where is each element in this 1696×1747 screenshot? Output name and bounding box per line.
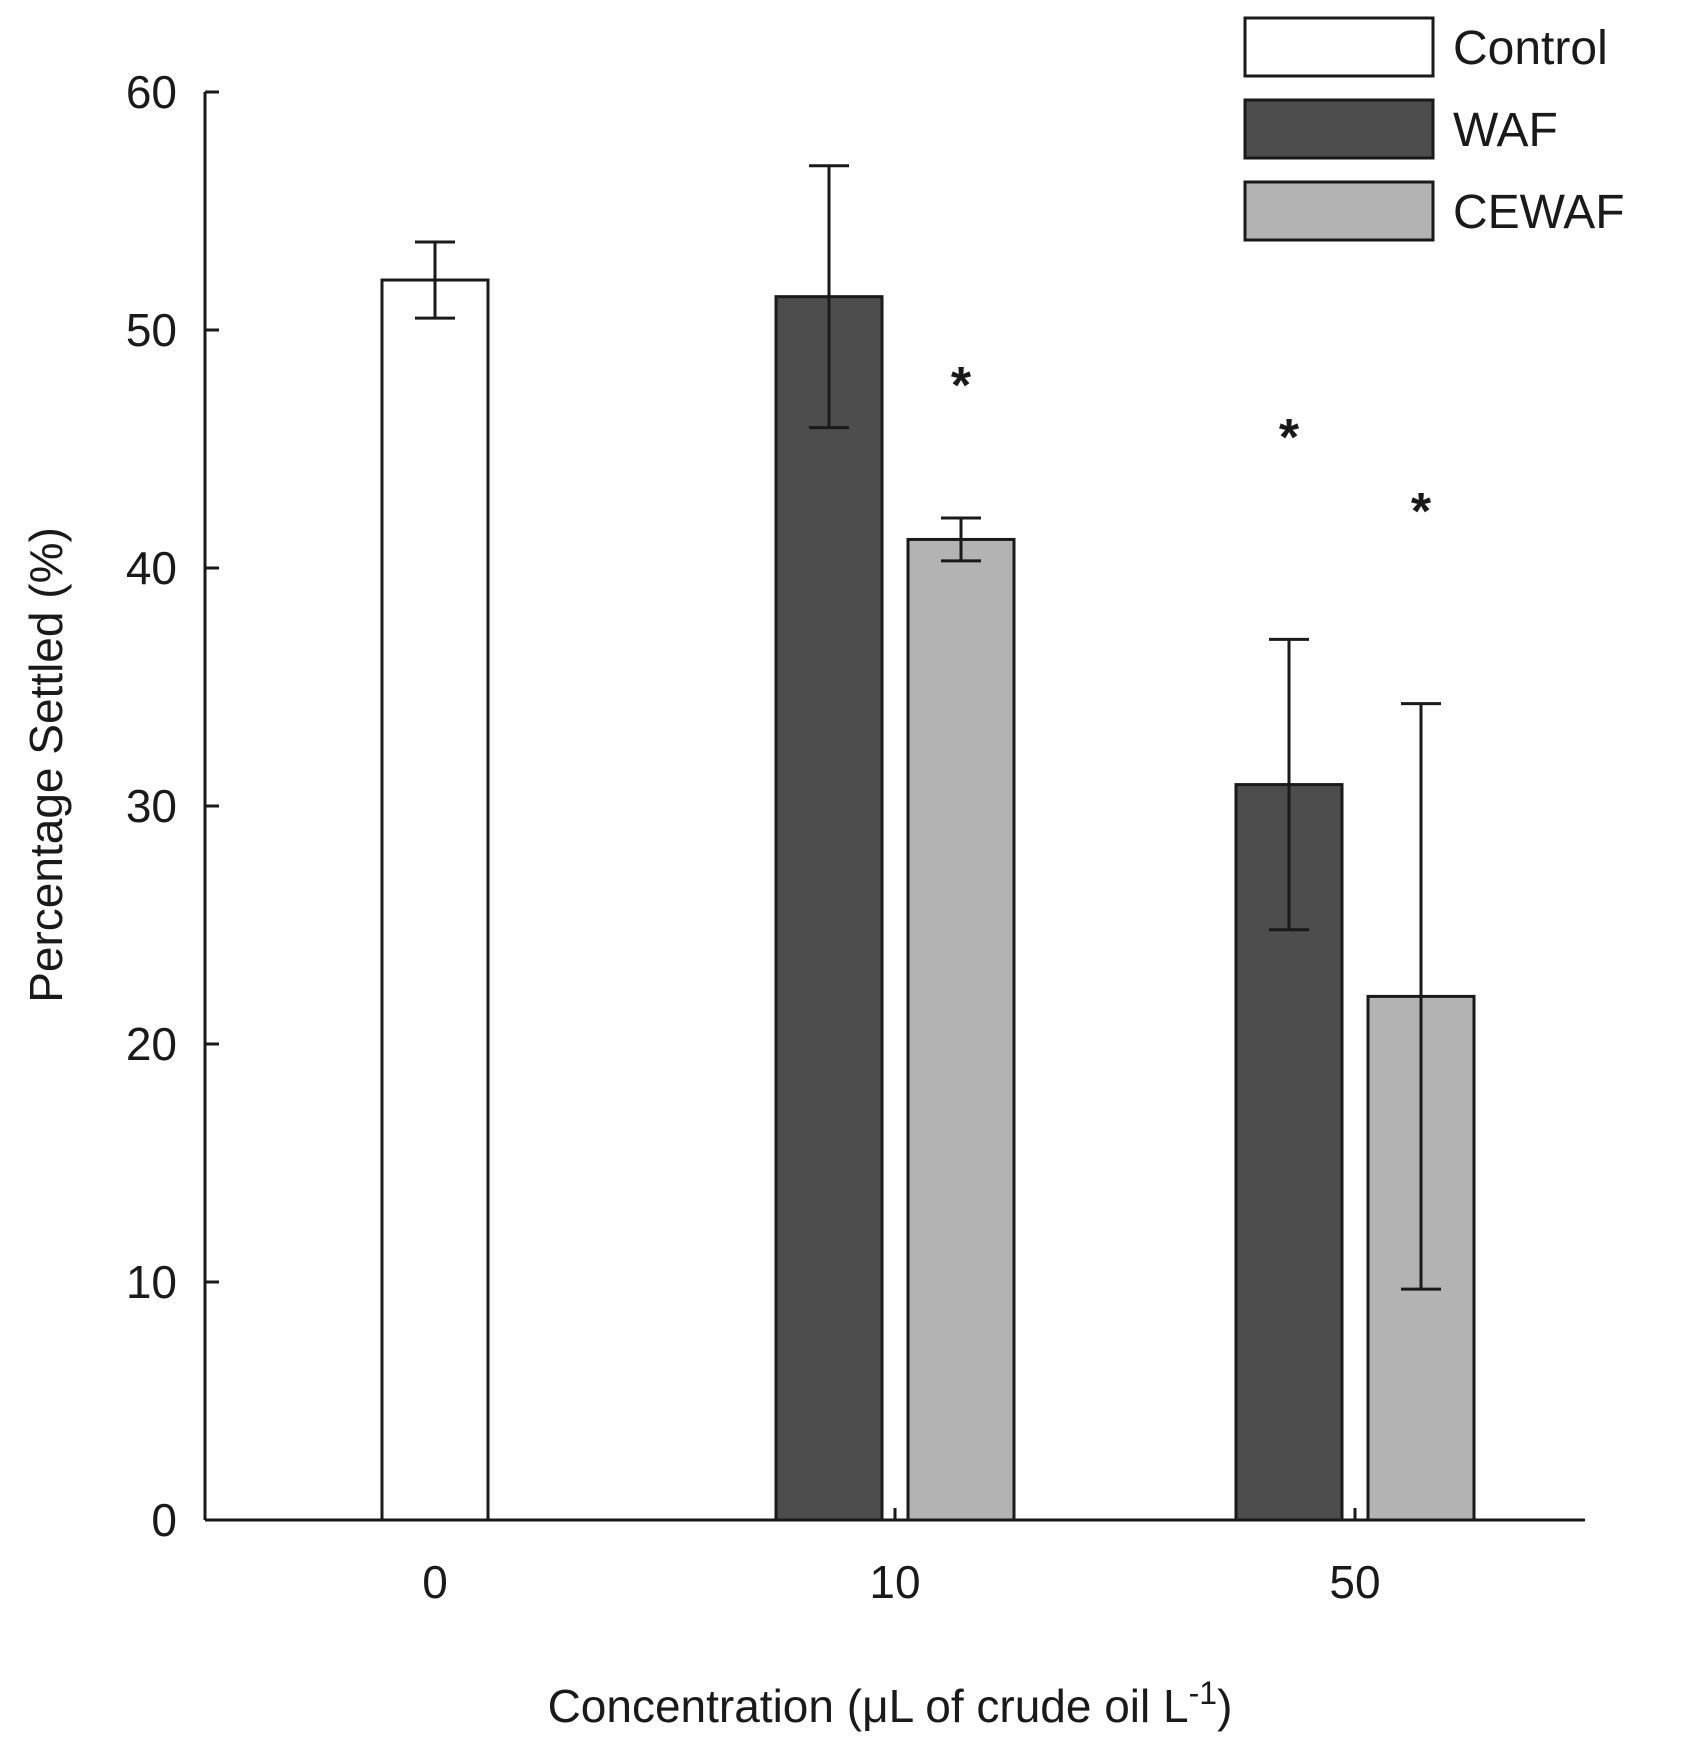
bar-cewaf-10 xyxy=(906,537,1016,1522)
bars xyxy=(380,278,1476,1522)
x-tick-label: 50 xyxy=(1329,1556,1380,1608)
x-axis-label-suffix: ) xyxy=(1217,1680,1232,1732)
axes: 0 10 20 30 40 50 60 0 10 50 xyxy=(126,66,1585,1608)
y-tick-label: 20 xyxy=(126,1018,177,1070)
y-tick-label: 0 xyxy=(151,1494,177,1546)
y-tick-label: 40 xyxy=(126,542,177,594)
legend-label-control: Control xyxy=(1453,22,1608,75)
legend-swatch-control xyxy=(1243,16,1435,78)
y-tick-label: 10 xyxy=(126,1256,177,1308)
x-axis-label: Concentration (μL of crude oil L-1) xyxy=(548,1675,1233,1732)
y-axis-label: Percentage Settled (%) xyxy=(20,527,72,1003)
significance-markers: * * * xyxy=(951,357,1432,541)
x-tick-label: 0 xyxy=(422,1556,448,1608)
significance-asterisk: * xyxy=(951,357,972,415)
legend-swatch-waf xyxy=(1243,98,1435,160)
legend-swatch-cewaf xyxy=(1243,180,1435,242)
y-tick-label: 50 xyxy=(126,304,177,356)
legend-label-cewaf: CEWAF xyxy=(1453,186,1625,239)
significance-asterisk: * xyxy=(1279,409,1300,467)
x-axis-label-main: Concentration (μL of crude oil L xyxy=(548,1680,1189,1732)
legend-label-waf: WAF xyxy=(1453,104,1558,157)
legend: Control WAF CEWAF xyxy=(1243,16,1625,242)
y-tick-label: 30 xyxy=(126,780,177,832)
x-axis-label-superscript: -1 xyxy=(1189,1675,1217,1711)
x-tick-label: 10 xyxy=(869,1556,920,1608)
y-tick-label: 60 xyxy=(126,66,177,118)
bar-waf-10 xyxy=(774,295,884,1522)
significance-asterisk: * xyxy=(1411,483,1432,541)
error-bars xyxy=(415,164,1441,1291)
bar-control-0 xyxy=(380,278,490,1522)
